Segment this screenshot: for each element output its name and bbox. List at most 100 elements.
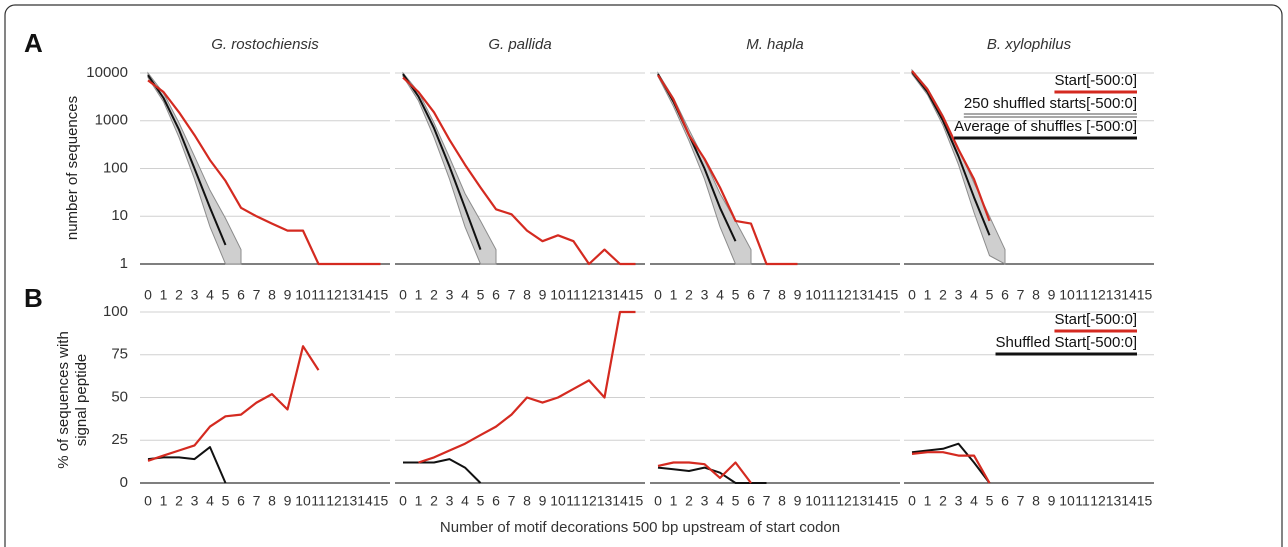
series-line	[418, 310, 636, 464]
y-tick-label: 100	[103, 303, 128, 320]
x-tick-label: 8	[778, 493, 786, 509]
x-tick-label: 15	[628, 493, 644, 509]
x-tick-label: 12	[326, 287, 342, 303]
x-tick-label: 13	[597, 493, 613, 509]
x-tick-label: 12	[836, 493, 852, 509]
y-axis-label: % of sequences with signal peptide	[55, 331, 90, 469]
y-tick-label: 10	[111, 207, 128, 224]
x-tick-label: 15	[1137, 493, 1153, 509]
x-tick-label: 10	[550, 287, 566, 303]
legend-label: Start[-500:0]	[1054, 72, 1137, 89]
y-tick-label: 25	[111, 431, 128, 448]
x-tick-label: 9	[1048, 287, 1056, 303]
x-tick-label: 14	[612, 493, 628, 509]
x-tick-label: 15	[628, 287, 644, 303]
x-tick-label: 11	[1075, 287, 1090, 303]
y-tick-label: 1000	[95, 112, 128, 129]
x-tick-label: 8	[1032, 287, 1040, 303]
x-tick-label: 5	[986, 493, 994, 509]
x-tick-label: 6	[747, 493, 755, 509]
x-tick-label: 13	[852, 493, 868, 509]
x-tick-label: 6	[492, 493, 500, 509]
series-line	[911, 70, 991, 222]
x-tick-label: 15	[373, 493, 389, 509]
x-tick-label: 11	[311, 493, 326, 509]
x-tick-label: 4	[716, 287, 724, 303]
x-tick-label: 7	[253, 493, 261, 509]
x-tick-label: 10	[295, 287, 311, 303]
x-tick-label: 7	[1017, 493, 1025, 509]
x-tick-label: 14	[867, 287, 883, 303]
x-tick-label: 6	[237, 287, 245, 303]
series-line	[402, 76, 636, 266]
x-tick-label: 7	[508, 287, 516, 303]
series-line	[147, 345, 320, 462]
x-tick-label: 5	[477, 493, 485, 509]
x-tick-label: 6	[747, 287, 755, 303]
y-tick-label: 75	[111, 346, 128, 363]
x-tick-label: 0	[654, 493, 662, 509]
x-tick-label: 8	[268, 287, 276, 303]
x-axis-label: Number of motif decorations 500 bp upstr…	[440, 519, 840, 536]
x-tick-label: 4	[461, 287, 469, 303]
x-tick-label: 2	[430, 493, 438, 509]
x-tick-label: 15	[883, 287, 899, 303]
x-tick-label: 5	[222, 287, 230, 303]
x-tick-label: 12	[1090, 493, 1106, 509]
x-tick-label: 7	[763, 287, 771, 303]
legend-label: 250 shuffled starts[-500:0]	[964, 95, 1137, 112]
x-tick-label: 0	[144, 287, 152, 303]
x-tick-label: 1	[415, 287, 423, 303]
x-tick-label: 11	[821, 493, 836, 509]
x-tick-label: 10	[295, 493, 311, 509]
x-tick-label: 0	[654, 287, 662, 303]
x-tick-label: 12	[1090, 287, 1106, 303]
x-tick-label: 11	[566, 287, 581, 303]
x-tick-label: 0	[908, 493, 916, 509]
x-tick-label: 15	[1137, 287, 1153, 303]
x-tick-label: 6	[237, 493, 245, 509]
x-tick-label: 1	[670, 287, 678, 303]
x-tick-label: 9	[794, 493, 802, 509]
x-tick-label: 12	[326, 493, 342, 509]
x-tick-label: 5	[986, 287, 994, 303]
series-line	[403, 458, 482, 484]
x-tick-label: 8	[1032, 493, 1040, 509]
x-tick-label: 3	[955, 493, 963, 509]
x-tick-label: 1	[415, 493, 423, 509]
x-tick-label: 11	[311, 287, 326, 303]
x-tick-label: 9	[284, 287, 292, 303]
x-tick-label: 13	[342, 287, 358, 303]
x-tick-label: 1	[670, 493, 678, 509]
x-tick-label: 13	[1106, 493, 1122, 509]
x-tick-label: 9	[539, 287, 547, 303]
y-tick-label: 10000	[86, 64, 128, 81]
x-tick-label: 13	[1106, 287, 1122, 303]
x-tick-label: 14	[1121, 287, 1137, 303]
series-line	[402, 73, 482, 250]
panel-label: A	[24, 28, 43, 58]
x-tick-label: 2	[685, 493, 693, 509]
x-tick-label: 6	[1001, 287, 1009, 303]
x-tick-label: 3	[955, 287, 963, 303]
x-tick-label: 1	[160, 287, 168, 303]
x-tick-label: 9	[794, 287, 802, 303]
series-line	[147, 446, 227, 484]
x-tick-label: 4	[970, 287, 978, 303]
x-tick-label: 11	[821, 287, 836, 303]
x-tick-label: 5	[477, 287, 485, 303]
x-tick-label: 2	[175, 493, 183, 509]
x-tick-label: 3	[701, 287, 709, 303]
x-tick-label: 3	[191, 493, 199, 509]
x-tick-label: 0	[144, 493, 152, 509]
x-tick-label: 3	[446, 287, 454, 303]
x-tick-label: 14	[1121, 493, 1137, 509]
x-tick-label: 12	[836, 287, 852, 303]
figure-border	[4, 4, 1283, 547]
x-tick-label: 5	[732, 493, 740, 509]
x-tick-label: 15	[373, 287, 389, 303]
x-tick-label: 5	[222, 493, 230, 509]
x-tick-label: 15	[883, 493, 899, 509]
x-tick-label: 7	[763, 493, 771, 509]
